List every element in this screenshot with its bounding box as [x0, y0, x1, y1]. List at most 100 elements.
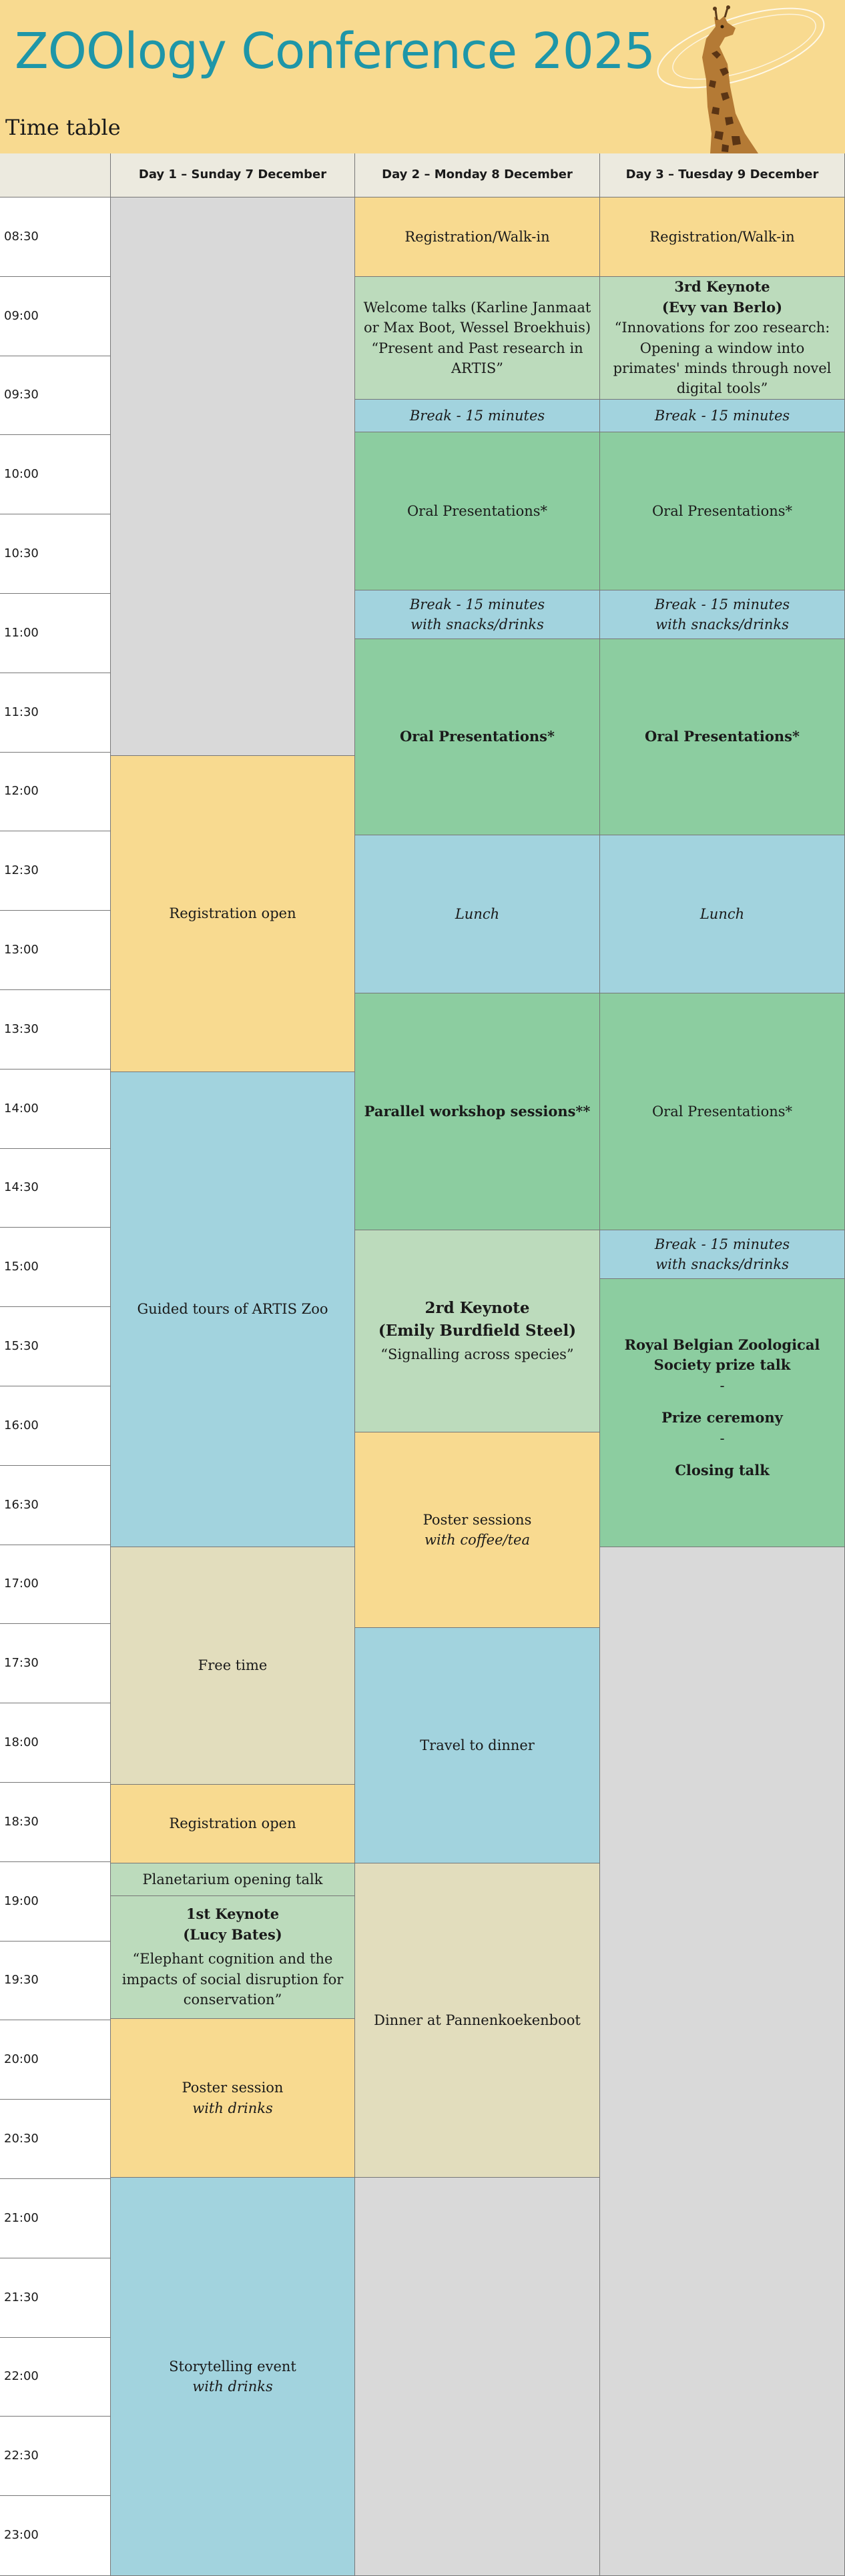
day1-registration-open: Registration open: [111, 756, 355, 1072]
timetable-grid: Day 1 – Sunday 7 December Day 2 – Monday…: [0, 153, 845, 2576]
day1-storytelling-label: Storytelling event: [169, 2358, 296, 2375]
time-slot: 16:30: [0, 1466, 111, 1545]
day3-break-2: Break - 15 minutes with snacks/drinks: [600, 590, 845, 639]
column-header-day2: Day 2 – Monday 8 December: [355, 153, 600, 197]
time-slot: 18:00: [0, 1703, 111, 1783]
time-slot: 22:30: [0, 2417, 111, 2496]
day2-travel-label: Travel to dinner: [420, 1737, 535, 1753]
day2-welcome-talk: “Present and Past research in ARTIS”: [371, 340, 583, 376]
day3-oral-1-label: Oral Presentations*: [651, 502, 793, 519]
time-slot: 10:00: [0, 435, 111, 514]
day1-registration-open-evening-label: Registration open: [169, 1815, 296, 1832]
day2-lunch: Lunch: [355, 835, 600, 993]
day2-oral-presentations-2: Oral Presentations*: [355, 639, 600, 835]
day3-oral-presentations-2: Oral Presentations*: [600, 639, 845, 835]
corner-header: [0, 153, 111, 197]
time-slot: 19:30: [0, 1942, 111, 2020]
day3-break-2-label: Break - 15 minutes: [654, 596, 790, 612]
time-slot: 14:00: [0, 1069, 111, 1149]
time-slot: 17:30: [0, 1624, 111, 1703]
day3-lunch-label: Lunch: [699, 905, 745, 922]
day3-oral-presentations-1: Oral Presentations*: [600, 432, 845, 590]
day2-workshops-label: Parallel workshop sessions**: [364, 1102, 591, 1120]
day3-oral-3-label: Oral Presentations*: [651, 1103, 793, 1120]
giraffe-illustration: [657, 5, 825, 153]
day1-storytelling-event: Storytelling event with drinks: [111, 2178, 355, 2576]
day2-keynote2-title: 2rd Keynote: [425, 1299, 530, 1318]
day2-keynote2: 2rd Keynote (Emily Burdfield Steel) “Sig…: [355, 1230, 600, 1432]
time-slot: 16:00: [0, 1386, 111, 1466]
day3-break-2-note: with snacks/drinks: [655, 616, 789, 632]
day2-keynote2-talk: “Signalling across species”: [380, 1346, 574, 1363]
day3-break-1-label: Break - 15 minutes: [654, 407, 790, 424]
day2-dinner: Dinner at Pannenkoekenboot: [355, 1863, 600, 2178]
day2-welcome-label: Welcome talks (Karline Janmaat or Max Bo…: [363, 299, 591, 336]
day3-keynote3-title: 3rd Keynote: [674, 278, 770, 296]
day2-poster-sessions-note: with coffee/tea: [425, 1532, 530, 1548]
timetable-subtitle: Time table: [5, 115, 121, 140]
day3-registration: Registration/Walk-in: [600, 197, 845, 277]
day3-separator-2: -: [720, 1430, 725, 1446]
day2-lunch-label: Lunch: [455, 905, 500, 922]
time-slot: 09:30: [0, 356, 111, 435]
day3-closing-talk-label: Closing talk: [675, 1462, 770, 1479]
day3-keynote3-talk: “Innovations for zoo research: Opening a…: [613, 320, 832, 397]
day1-guided-tours-label: Guided tours of ARTIS Zoo: [137, 1301, 328, 1318]
day2-workshops: Parallel workshop sessions**: [355, 993, 600, 1230]
time-slot: 20:00: [0, 2020, 111, 2100]
day2-empty-evening: [355, 2178, 600, 2576]
day2-break-1-label: Break - 15 minutes: [409, 407, 545, 424]
day2-oral-2-label: Oral Presentations*: [400, 728, 555, 745]
day2-break-2: Break - 15 minutes with snacks/drinks: [355, 590, 600, 639]
day1-poster-session-label: Poster session: [182, 2080, 284, 2096]
time-slot: 21:30: [0, 2258, 111, 2338]
day2-poster-sessions: Poster sessions with coffee/tea: [355, 1432, 600, 1628]
day1-free-time: Free time: [111, 1547, 355, 1785]
time-slot: 18:30: [0, 1783, 111, 1862]
time-slot: 13:30: [0, 990, 111, 1069]
day3-separator-1: -: [720, 1377, 725, 1394]
day1-keynote1-title: 1st Keynote: [186, 1905, 280, 1923]
day3-break-3-label: Break - 15 minutes: [654, 1236, 790, 1252]
page-header: ZOOlogy Conference 2025 Time table: [0, 0, 845, 153]
time-slot: 15:00: [0, 1228, 111, 1307]
day2-break-2-note: with snacks/drinks: [410, 616, 544, 632]
time-slot: 12:30: [0, 831, 111, 911]
time-slot: 14:30: [0, 1149, 111, 1228]
time-slot: 09:00: [0, 277, 111, 356]
day3-break-3: Break - 15 minutes with snacks/drinks: [600, 1230, 845, 1279]
column-header-day1: Day 1 – Sunday 7 December: [111, 153, 355, 197]
day2-oral-1-label: Oral Presentations*: [406, 502, 548, 519]
day1-empty-morning: [111, 197, 355, 756]
day1-storytelling-note: with drinks: [192, 2379, 273, 2395]
time-slot: 10:30: [0, 514, 111, 594]
day1-guided-tours: Guided tours of ARTIS Zoo: [111, 1072, 355, 1547]
day3-empty-evening: [600, 1547, 845, 2576]
day1-planetarium-talk-label: Planetarium opening talk: [142, 1871, 323, 1887]
day2-poster-sessions-label: Poster sessions: [422, 1511, 532, 1528]
time-slot: 19:00: [0, 1862, 111, 1942]
day3-lunch: Lunch: [600, 835, 845, 993]
day3-oral-presentations-3: Oral Presentations*: [600, 993, 845, 1230]
day2-oral-presentations-1: Oral Presentations*: [355, 432, 600, 590]
time-slot: 20:30: [0, 2100, 111, 2179]
day2-keynote2-speaker: (Emily Burdfield Steel): [378, 1321, 577, 1340]
time-slot: 23:00: [0, 2496, 111, 2576]
day2-registration-label: Registration/Walk-in: [404, 228, 550, 245]
time-slot: 21:00: [0, 2179, 111, 2258]
day1-keynote1: 1st Keynote (Lucy Bates) “Elephant cogni…: [111, 1896, 355, 2019]
day3-oral-2-label: Oral Presentations*: [645, 728, 800, 745]
day1-registration-open-evening: Registration open: [111, 1785, 355, 1863]
day3-prize-and-closing: Royal Belgian Zoological Society prize t…: [600, 1279, 845, 1547]
day2-break-2-label: Break - 15 minutes: [409, 596, 545, 612]
day1-free-time-label: Free time: [198, 1657, 268, 1674]
time-slot: 11:30: [0, 673, 111, 753]
day1-registration-open-label: Registration open: [169, 905, 296, 922]
column-header-day3: Day 3 – Tuesday 9 December: [600, 153, 845, 197]
day1-poster-session: Poster session with drinks: [111, 2019, 355, 2178]
conference-title: ZOOlogy Conference 2025: [15, 23, 655, 80]
time-slot: 17:00: [0, 1545, 111, 1624]
time-slot: 11:00: [0, 594, 111, 673]
day3-break-3-note: with snacks/drinks: [655, 1256, 789, 1272]
time-slot: 22:00: [0, 2338, 111, 2417]
